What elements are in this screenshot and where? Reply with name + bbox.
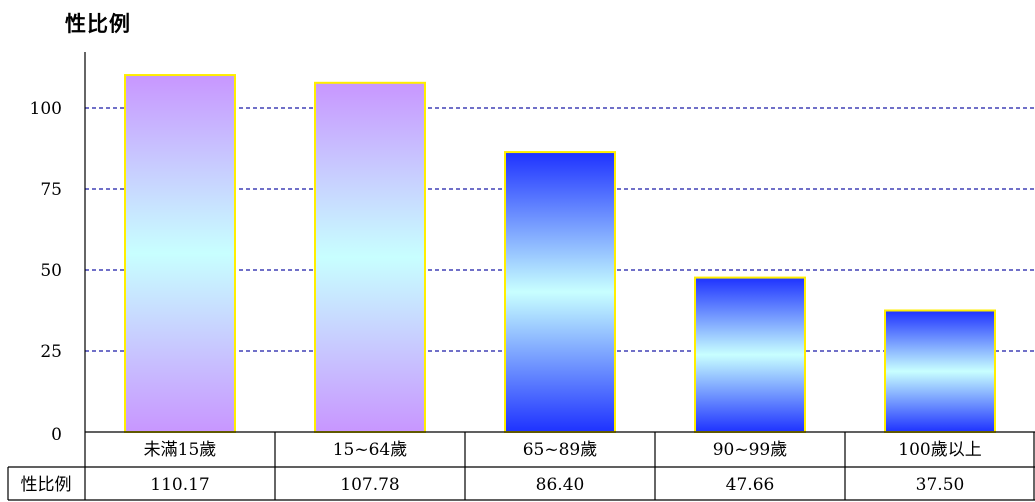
bar	[884, 309, 996, 433]
y-tick-label: 100	[30, 99, 62, 119]
data-label: 86.40	[536, 475, 585, 495]
x-tick-label: 100歲以上	[898, 440, 981, 460]
y-tick-label: 50	[40, 261, 62, 281]
data-label: 107.78	[340, 475, 399, 495]
bar-layer	[124, 74, 996, 434]
bar	[504, 151, 616, 433]
x-tick-label: 90~99歲	[713, 440, 788, 460]
chart-title: 性比例	[65, 12, 131, 36]
data-label: 110.17	[150, 475, 209, 495]
x-tick-label: 15~64歲	[333, 440, 408, 460]
bar	[124, 74, 236, 434]
data-label: 37.50	[916, 475, 965, 495]
x-tick-label: 未滿15歲	[144, 440, 217, 460]
y-tick-label: 25	[40, 342, 62, 362]
bar	[694, 276, 806, 433]
data-label: 47.66	[726, 475, 775, 495]
table-row-header: 性比例	[21, 475, 72, 495]
grid-layer	[85, 107, 1035, 352]
data-table: 性比例 未滿15歲 110.17 15~64歲 107.78 65~89歲 86.40 90~…	[7, 431, 1035, 501]
y-tick-label: 0	[51, 425, 62, 445]
axis-layer: 0 25 50 75 100	[30, 52, 86, 500]
y-tick-label: 75	[40, 180, 62, 200]
bar	[314, 81, 426, 434]
x-tick-label: 65~89歲	[523, 440, 598, 460]
